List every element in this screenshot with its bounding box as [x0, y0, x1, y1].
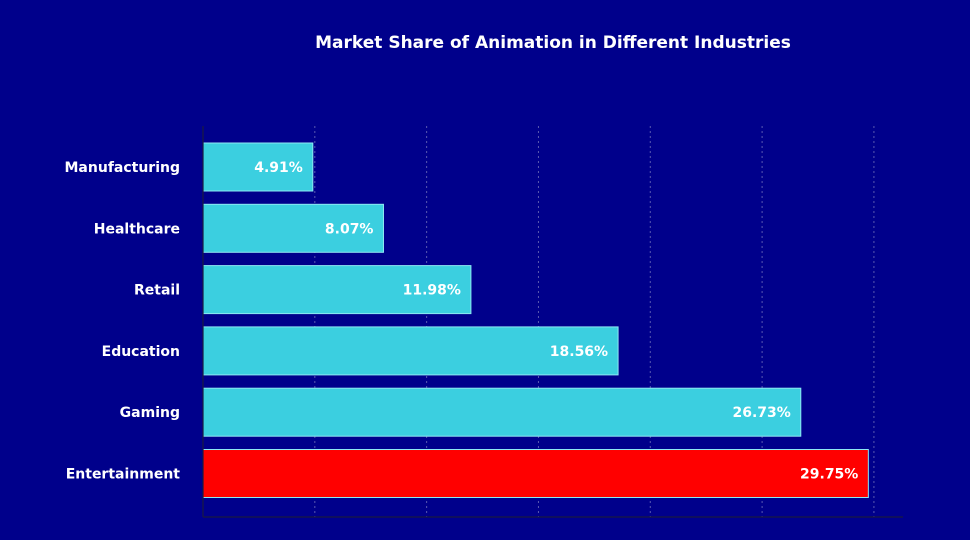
- bar-retail: [202, 265, 472, 315]
- category-label: Healthcare: [94, 221, 180, 237]
- bar-education: [202, 326, 619, 376]
- value-label: 29.75%: [800, 467, 858, 483]
- value-label: 8.07%: [325, 221, 374, 237]
- bar-entertainment: [202, 449, 869, 498]
- value-label: 11.98%: [403, 283, 461, 299]
- category-label: Retail: [134, 283, 180, 299]
- value-label: 18.56%: [550, 344, 608, 360]
- value-labels: 4.91% 8.07% 11.98% 18.56% 26.73% 29.75%: [254, 160, 858, 483]
- category-labels: Manufacturing Healthcare Retail Education Ga…: [65, 160, 181, 483]
- chart-title: Market Share of Animation in Different I…: [315, 33, 791, 53]
- category-label: Entertainment: [66, 467, 181, 483]
- category-label: Manufacturing: [65, 160, 181, 176]
- bar-manufacturing: [202, 142, 314, 192]
- category-label: Gaming: [120, 405, 180, 421]
- value-label: 4.91%: [254, 160, 303, 176]
- bars: [202, 142, 869, 498]
- bar-gaming: [202, 387, 802, 437]
- category-label: Education: [102, 344, 180, 360]
- value-label: 26.73%: [732, 405, 790, 421]
